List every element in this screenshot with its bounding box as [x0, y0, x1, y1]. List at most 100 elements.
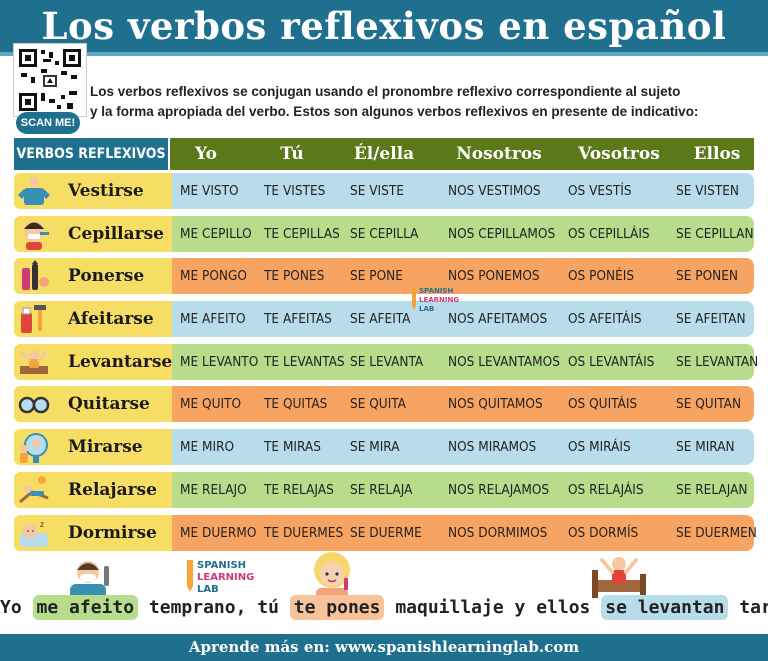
- conjugation-cell: SE MIRA: [350, 439, 400, 455]
- conjugation-cell: OS AFEITÁIS: [568, 311, 642, 327]
- conjugation-cell: SE AFEITA: [350, 311, 411, 327]
- table-header: VERBOS REFLEXIVOS Yo Tú Él/ella Nosotros…: [14, 138, 754, 170]
- shaving-man-icon: [64, 556, 124, 600]
- conjugation-cell: SE VISTE: [350, 183, 404, 199]
- verb-label-cell: Afeitarse: [14, 301, 172, 337]
- conjugation-cell: OS MIRÁIS: [568, 439, 631, 455]
- conjugation-bar: [172, 344, 754, 380]
- conjugation-cell: NOS AFEITAMOS: [448, 311, 548, 327]
- verb-name: Quitarse: [68, 394, 150, 414]
- spanish-learning-lab-logo: SPANISH LEARNING LAB: [184, 556, 274, 596]
- sunbathing-icon: [18, 474, 50, 506]
- conjugation-cell: TE VISTES: [264, 183, 326, 199]
- sentence-part-2: temprano, tú: [138, 597, 290, 618]
- conjugation-bar: [172, 173, 754, 209]
- sentence-part-4: tarde.: [739, 597, 768, 618]
- woman-makeup-icon: [302, 548, 362, 600]
- conjugation-cell: SE CEPILLA: [350, 226, 419, 242]
- conjugation-cell: TE QUITAS: [264, 396, 328, 412]
- conjugation-cell: SE PONEN: [676, 268, 738, 284]
- conjugation-cell: OS RELAJÁIS: [568, 482, 644, 498]
- conjugation-bar: [172, 386, 754, 422]
- conjugation-cell: OS QUITÁIS: [568, 396, 638, 412]
- verb-label-cell: Mirarse: [14, 429, 172, 465]
- header-verbs: VERBOS REFLEXIVOS: [14, 138, 168, 170]
- table-row: Quitarse ME QUITO TE QUITAS SE QUITA NOS QUI…: [14, 386, 754, 422]
- conjugation-cell: ME LEVANTO: [180, 354, 259, 370]
- table-row: z Dormirse ME DUERMO TE DUERMES SE DUERME NOS…: [14, 515, 757, 551]
- footer-website[interactable]: Aprende más en: www.spanishlearninglab.c…: [0, 634, 768, 661]
- example-sentence: Yo me afeito temprano, tú te pones maqui…: [0, 595, 768, 620]
- conjugation-cell: SE CEPILLAN: [676, 226, 754, 242]
- header-tu: Tú: [280, 144, 304, 164]
- qr-code-icon[interactable]: [14, 44, 86, 116]
- highlight-te-pones: te pones: [289, 595, 385, 620]
- conjugation-cell: NOS VESTIMOS: [448, 183, 541, 199]
- person-waking-icon: [588, 552, 650, 600]
- header-ellos: Ellos: [693, 144, 741, 164]
- conjugation-cell: SE QUITA: [350, 396, 406, 412]
- logo-small-line-2: LEARNING: [419, 296, 459, 304]
- conjugation-cell: TE MIRAS: [264, 439, 321, 455]
- verb-label-cell: Vestirse: [14, 173, 172, 209]
- header-nosotros: Nosotros: [456, 144, 542, 164]
- conjugation-bar: [172, 216, 754, 252]
- header-vosotros: Vosotros: [578, 144, 660, 164]
- conjugation-cell: SE DUERMEN: [676, 525, 757, 541]
- intro-text: Los verbos reflexivos se conjugan usando…: [90, 82, 760, 122]
- conjugation-cell: NOS MIRAMOS: [448, 439, 537, 455]
- table-row: Ponerse ME PONGO TE PONES SE PONE NOS PONEMO…: [14, 258, 754, 294]
- conjugation-cell: NOS QUITAMOS: [448, 396, 543, 412]
- mirror-icon: [18, 431, 50, 463]
- verb-label-cell: Ponerse: [14, 258, 172, 294]
- conjugation-cell: ME QUITO: [180, 396, 242, 412]
- table-row: Levantarse ME LEVANTO TE LEVANTAS SE LEVANT…: [14, 344, 758, 380]
- conjugation-cell: OS PONÉIS: [568, 268, 635, 284]
- conjugation-bar: [172, 429, 754, 465]
- conjugation-cell: SE LEVANTA: [350, 354, 424, 370]
- table-row: Cepillarse ME CEPILLO TE CEPILLAS SE CEPILL…: [14, 216, 754, 252]
- conjugation-cell: OS VESTÍS: [568, 183, 632, 199]
- logo-line-1: SPANISH: [197, 560, 246, 571]
- conjugation-cell: ME CEPILLO: [180, 226, 252, 242]
- toothbrush-person-icon: [18, 218, 50, 250]
- conjugation-cell: SE LEVANTAN: [676, 354, 759, 370]
- razor-icon: [18, 303, 50, 335]
- verb-name: Vestirse: [68, 181, 144, 201]
- header-pronouns: Yo Tú Él/ella Nosotros Vosotros Ellos: [170, 138, 754, 170]
- sentence-part-3: maquillaje y ellos: [384, 597, 602, 618]
- conjugation-cell: TE PONES: [264, 268, 325, 284]
- conjugation-cell: SE MIRAN: [676, 439, 735, 455]
- conjugation-cell: OS CEPILLÁIS: [568, 226, 650, 242]
- conjugation-cell: SE RELAJA: [350, 482, 413, 498]
- conjugation-cell: OS LEVANTÁIS: [568, 354, 655, 370]
- sleeping-icon: z: [18, 517, 50, 549]
- table-row: Afeitarse ME AFEITO TE AFEITAS SE AFEITA NOS…: [14, 301, 754, 337]
- shirt-person-icon: [18, 175, 50, 207]
- svg-text:z: z: [40, 520, 44, 529]
- scan-me-badge[interactable]: SCAN ME!: [16, 112, 80, 134]
- header-yo: Yo: [195, 144, 217, 164]
- conjugation-cell: NOS RELAJAMOS: [448, 482, 550, 498]
- page-title: Los verbos reflexivos en español: [41, 4, 727, 48]
- verb-label-cell: z Dormirse: [14, 515, 172, 551]
- verb-name: Relajarse: [68, 480, 157, 500]
- makeup-icon: [18, 260, 50, 292]
- conjugation-cell: TE AFEITAS: [264, 311, 332, 327]
- conjugation-cell: TE DUERMES: [264, 525, 344, 541]
- conjugation-cell: TE LEVANTAS: [264, 354, 345, 370]
- conjugation-cell: NOS DORMIMOS: [448, 525, 548, 541]
- logo-small-line-1: SPANISH: [419, 287, 453, 295]
- conjugation-cell: TE CEPILLAS: [264, 226, 340, 242]
- highlight-me-afeito: me afeito: [32, 595, 139, 620]
- conjugation-bar: [172, 301, 754, 337]
- conjugation-bar: [172, 258, 754, 294]
- conjugation-cell: ME PONGO: [180, 268, 247, 284]
- waking-person-icon: [18, 346, 50, 378]
- verb-label-cell: Levantarse: [14, 344, 172, 380]
- conjugation-cell: SE DUERME: [350, 525, 422, 541]
- conjugation-cell: NOS CEPILLAMOS: [448, 226, 556, 242]
- highlight-se-levantan: se levantan: [601, 595, 729, 620]
- conjugation-cell: SE AFEITAN: [676, 311, 746, 327]
- verb-name: Afeitarse: [68, 309, 154, 329]
